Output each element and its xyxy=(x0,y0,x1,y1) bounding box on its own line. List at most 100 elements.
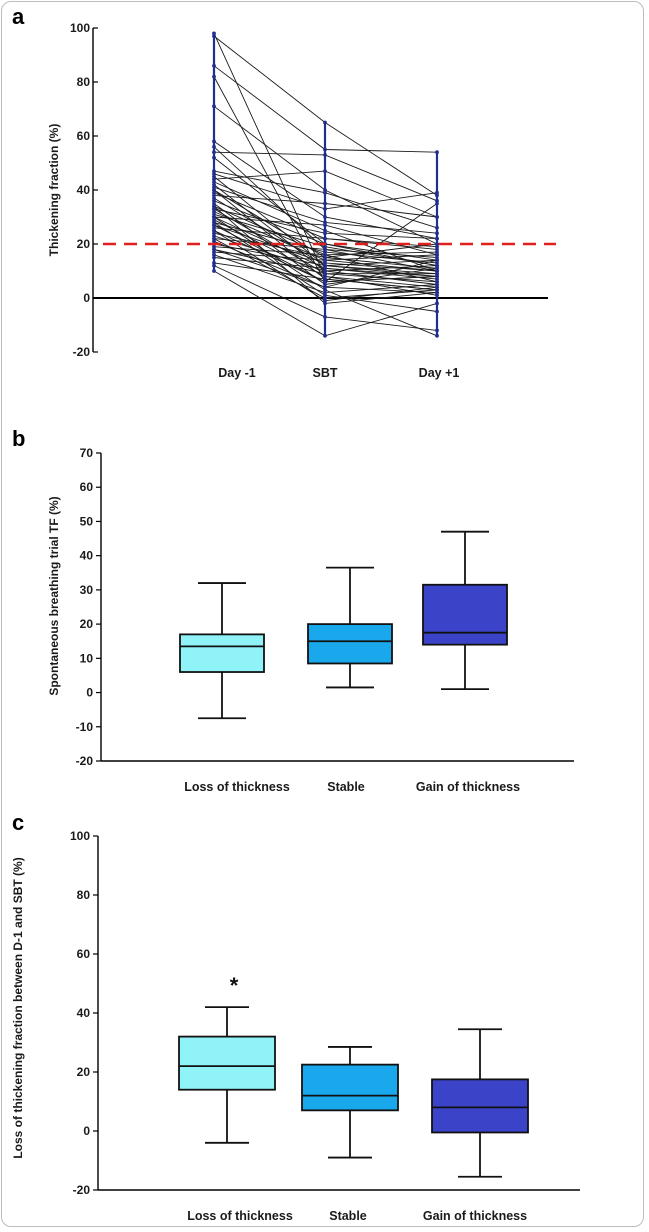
panel-a-point xyxy=(435,231,439,236)
panel-b-box xyxy=(422,583,508,646)
panel-a-point xyxy=(323,258,327,263)
panel-c-box xyxy=(178,1035,276,1091)
panel-a-point xyxy=(212,74,216,79)
panel-a-point xyxy=(323,255,327,260)
panel-a-point xyxy=(212,155,216,160)
panel-a-point xyxy=(323,201,327,206)
panel-a-point xyxy=(435,150,439,155)
panel-a-point xyxy=(323,252,327,257)
panel-b-x-tick-label: Loss of thickness xyxy=(184,780,290,794)
panel-a-point xyxy=(212,255,216,260)
panel-a-point xyxy=(435,201,439,206)
panel-b-y-tick-label: 30 xyxy=(80,583,94,597)
panel-a-thickening-fraction-chart: a Thickening fraction (%) -20 0 20 40 60 80 10… xyxy=(12,4,556,380)
panel-a-point xyxy=(212,190,216,195)
panel-a-point xyxy=(323,285,327,290)
panel-a-point xyxy=(323,188,327,192)
panel-a-point xyxy=(435,271,439,276)
panel-b-y-tick-label: 0 xyxy=(86,686,93,700)
panel-a-point xyxy=(435,293,439,298)
panel-a-point xyxy=(435,279,439,284)
panel-a-point xyxy=(212,250,216,255)
panel-a-point xyxy=(212,201,216,206)
panel-a-point xyxy=(435,247,439,252)
panel-b-y-tick-label: 70 xyxy=(80,446,94,460)
panel-b-sbt-tf-boxplot: b Spontaneous breathing trial TF (%) -20… xyxy=(12,426,574,794)
panel-a-point xyxy=(435,288,439,292)
panel-a-point xyxy=(323,301,327,306)
panel-a-point xyxy=(323,147,327,152)
panel-b-y-tick-label: 60 xyxy=(80,480,94,494)
panel-a-point xyxy=(435,333,439,338)
panel-a-point xyxy=(323,315,327,319)
panel-a-point xyxy=(323,247,327,252)
panel-a-y-tick-label: -20 xyxy=(73,345,91,359)
panel-a-point xyxy=(435,261,439,265)
panel-a-point xyxy=(435,250,439,255)
panel-c-y-tick-label: 40 xyxy=(77,1006,91,1020)
panel-b-box xyxy=(307,623,393,665)
panel-a-y-tick-label: 60 xyxy=(77,129,91,143)
panel-a-point xyxy=(212,228,216,233)
panel-a-point xyxy=(323,263,327,268)
panel-c-y-axis: -20 0 20 40 60 80 100 xyxy=(70,829,580,1197)
panel-a-point xyxy=(323,220,327,225)
panel-a-point xyxy=(435,255,439,260)
panel-a-point xyxy=(323,296,327,300)
panel-c-x-tick-label: Loss of thickness xyxy=(187,1209,293,1223)
panel-a-point xyxy=(435,193,439,198)
panel-a-point xyxy=(435,258,439,263)
panel-a-point xyxy=(435,274,439,279)
panel-a-point xyxy=(212,204,216,209)
panel-a-point xyxy=(212,198,216,203)
panel-a-point xyxy=(323,215,327,219)
panel-a-point xyxy=(212,144,216,149)
panel-c-y-axis-label: Loss of thickening fraction between D-1 … xyxy=(11,857,25,1158)
panel-b-x-tick-label: Gain of thickness xyxy=(416,780,520,794)
panel-a-point xyxy=(212,217,216,222)
panel-a-point xyxy=(435,215,439,219)
panel-a-point xyxy=(323,207,327,211)
panel-a-label: a xyxy=(12,4,25,29)
panel-a-point xyxy=(435,269,439,273)
panel-b-y-tick-label: 20 xyxy=(80,617,94,631)
panel-a-point xyxy=(212,231,216,236)
panel-a-point xyxy=(212,212,216,217)
panel-a-point xyxy=(323,250,327,255)
panel-a-point xyxy=(323,288,327,292)
panel-a-point xyxy=(212,209,216,214)
panel-a-point xyxy=(212,193,216,198)
panel-a-point xyxy=(323,236,327,241)
panel-c-y-tick-label: 80 xyxy=(77,888,91,902)
panel-a-point xyxy=(435,252,439,257)
panel-a-point xyxy=(323,153,327,157)
panel-b-y-tick-label: 10 xyxy=(80,651,94,665)
panel-a-point xyxy=(212,223,216,228)
panel-b-x-tick-label: Stable xyxy=(327,780,365,794)
panel-a-point xyxy=(212,247,216,252)
panel-a-point xyxy=(323,228,327,233)
panel-c-box xyxy=(431,1078,529,1134)
panel-a-point xyxy=(435,225,439,230)
panel-b-y-tick-label: 40 xyxy=(80,549,94,563)
panel-a-point xyxy=(323,231,327,236)
panel-a-point xyxy=(323,298,327,303)
panel-b-box xyxy=(179,633,265,673)
panel-a-point xyxy=(212,261,216,265)
panel-a-point xyxy=(323,190,327,195)
panel-c-boxes: Loss of thickness Stable Gain of thickness… xyxy=(178,973,529,1223)
panel-a-point xyxy=(212,207,216,211)
panel-a-point xyxy=(212,63,216,68)
panel-b-y-tick-label: -20 xyxy=(76,754,94,768)
panel-a-point xyxy=(435,266,439,271)
panel-c-loss-of-tf-boxplot: c Loss of thickening fraction between D-… xyxy=(11,810,580,1223)
panel-a-point xyxy=(435,328,439,333)
panel-a-point xyxy=(212,34,216,38)
panel-a-point xyxy=(435,244,439,249)
panel-a-subject-lines xyxy=(103,31,556,338)
panel-a-x-tick-labels: Day -1 SBT Day +1 xyxy=(218,366,459,380)
panel-a-point xyxy=(212,150,216,155)
panel-a-y-tick-label: 40 xyxy=(77,183,91,197)
